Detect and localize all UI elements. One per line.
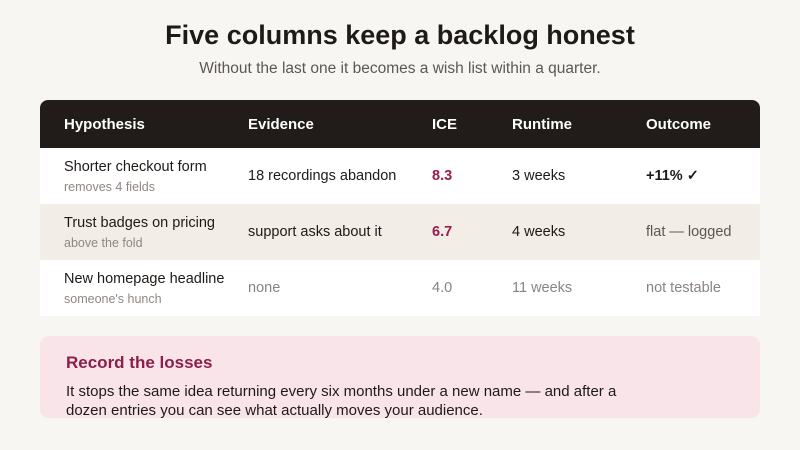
hypothesis-detail: removes 4 fields [64,179,156,194]
page-subtitle: Without the last one it becomes a wish l… [199,60,601,77]
ice-score: 8.3 [432,168,453,184]
runtime-cell: 11 weeks [512,280,573,296]
table-row: Shorter checkout form removes 4 fields 1… [40,148,760,204]
column-header-runtime: Runtime [512,115,572,133]
hypothesis-text: Trust badges on pricing [64,214,215,231]
column-header-ice: ICE [432,115,458,133]
runtime-cell: 3 weeks [512,168,566,184]
outcome-cell: not testable [646,280,721,296]
ice-score: 4.0 [432,280,453,296]
hypothesis-text: New homepage headline [64,270,225,287]
hypothesis-text: Shorter checkout form [64,158,207,175]
table-header: Hypothesis Evidence ICE Runtime Outcome [40,100,760,148]
column-header-evidence: Evidence [248,115,314,133]
evidence-cell: 18 recordings abandon [248,168,397,184]
evidence-cell: none [248,280,281,296]
hypothesis-cell: Trust badges on pricing above the fold [64,204,215,260]
backlog-table: Hypothesis Evidence ICE Runtime Outcome … [40,100,760,316]
hypothesis-detail: someone's hunch [64,291,162,306]
ice-score: 6.7 [432,224,453,240]
evidence-cell: support asks about it [248,224,382,240]
callout-title: Record the losses [66,353,213,372]
hypothesis-cell: Shorter checkout form removes 4 fields [64,148,207,204]
table-row: New homepage headline someone's hunch no… [40,260,760,316]
runtime-cell: 4 weeks [512,224,566,240]
hypothesis-cell: New homepage headline someone's hunch [64,260,224,316]
page-title: Five columns keep a backlog honest [165,20,635,50]
callout-box: Record the losses It stops the same idea… [40,336,760,419]
table-row: Trust badges on pricing above the fold s… [40,204,760,260]
column-header-outcome: Outcome [646,115,712,133]
outcome-cell: flat — logged [646,224,732,240]
outcome-cell: +11% ✓ [646,168,699,184]
callout-body: It stops the same idea returning every s… [66,383,617,419]
column-header-hypothesis: Hypothesis [64,115,145,133]
hypothesis-detail: above the fold [64,235,143,250]
